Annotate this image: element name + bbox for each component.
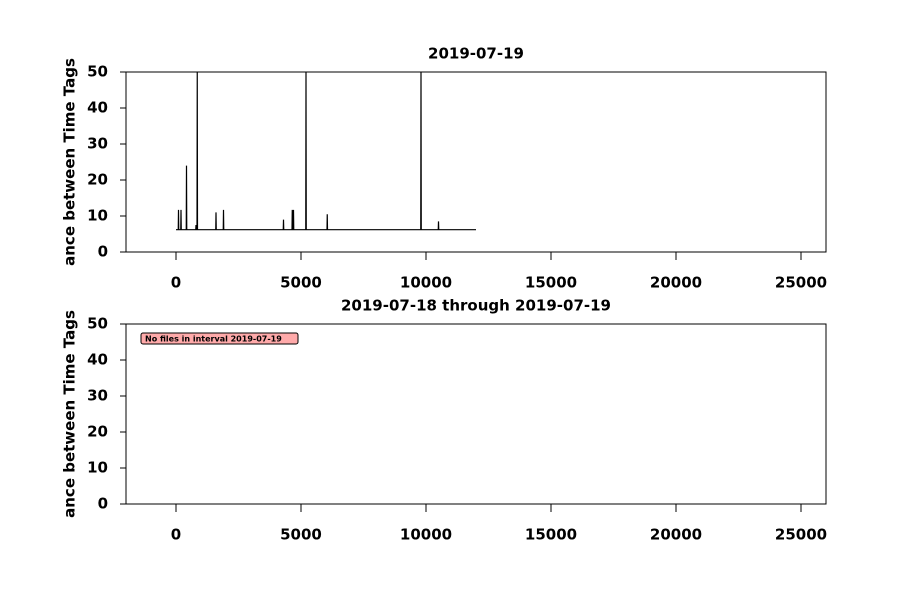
y-axis-label: ance between Time Tags — [61, 58, 79, 266]
y-tick-label: 0 — [98, 243, 108, 261]
x-tick-label: 20000 — [650, 274, 702, 292]
x-tick-label: 5000 — [280, 526, 322, 544]
y-tick-label: 50 — [87, 63, 108, 81]
y-tick-label: 10 — [87, 459, 108, 477]
data-line — [176, 71, 476, 231]
y-tick-label: 20 — [87, 423, 108, 441]
y-tick-label: 40 — [87, 99, 108, 117]
y-tick-label: 10 — [87, 207, 108, 225]
x-tick-label: 0 — [171, 274, 181, 292]
y-tick-label: 20 — [87, 171, 108, 189]
x-tick-label: 20000 — [650, 526, 702, 544]
y-axis-label: ance between Time Tags — [61, 310, 79, 518]
x-tick-label: 25000 — [775, 526, 827, 544]
chart-title: 2019-07-19 — [428, 45, 524, 63]
x-tick-label: 0 — [171, 526, 181, 544]
y-tick-label: 30 — [87, 387, 108, 405]
plot-frame — [125, 71, 827, 253]
x-tick-label: 15000 — [525, 274, 577, 292]
y-tick-label: 50 — [87, 315, 108, 333]
y-tick-label: 30 — [87, 135, 108, 153]
x-tick-label: 15000 — [525, 526, 577, 544]
chart-title: 2019-07-18 through 2019-07-19 — [341, 297, 611, 315]
annotation: No files in interval 2019-07-19 — [145, 335, 282, 344]
x-tick-label: 10000 — [400, 274, 452, 292]
plot-frame — [125, 323, 827, 505]
x-tick-label: 5000 — [280, 274, 322, 292]
y-tick-label: 0 — [98, 495, 108, 513]
x-tick-label: 25000 — [775, 274, 827, 292]
x-tick-label: 10000 — [400, 526, 452, 544]
annotation-box — [140, 332, 299, 345]
y-tick-label: 40 — [87, 351, 108, 369]
